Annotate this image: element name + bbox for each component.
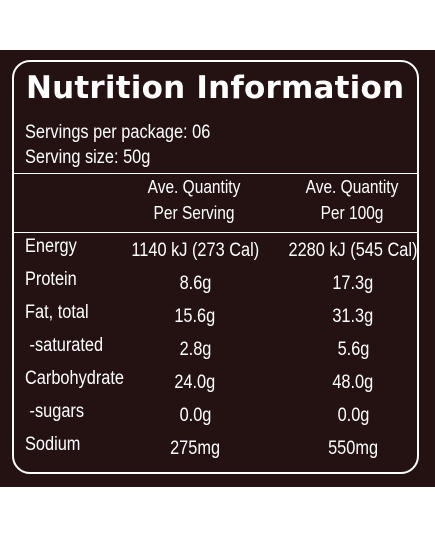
nutrient-name: Energy xyxy=(25,236,77,257)
nutrient-row-saturated: -saturated 2.8g 5.6g xyxy=(14,335,417,367)
nutrition-title: Nutrition Information xyxy=(26,70,405,106)
nutrition-panel: Nutrition Information Servings per packa… xyxy=(0,50,435,487)
column-header-per-100g-line1: Ave. Quantity xyxy=(305,177,399,197)
per-100g-value: 17.3g xyxy=(332,273,374,294)
nutrient-name: Carbohydrate xyxy=(25,368,125,389)
per-serving-value: 15.6g xyxy=(174,306,216,327)
per-100g-value: 31.3g xyxy=(332,306,374,327)
per-serving-value: 2.8g xyxy=(179,339,211,360)
nutrient-row-carbohydrate: Carbohydrate 24.0g 48.0g xyxy=(14,368,417,400)
per-100g-value: 550mg xyxy=(328,438,378,459)
serving-size: Serving size: 50g xyxy=(25,147,151,168)
nutrient-name: Sodium xyxy=(25,434,81,455)
nutrient-name: -sugars xyxy=(25,401,85,422)
per-100g-value: 48.0g xyxy=(332,372,374,393)
column-header-per-100g-line2: Per 100g xyxy=(320,203,384,223)
per-100g-value: 5.6g xyxy=(337,339,369,360)
per-serving-value: 275mg xyxy=(170,438,220,459)
per-serving-value: 8.6g xyxy=(179,273,211,294)
column-header-per-serving: Ave. Quantity Per Serving xyxy=(124,174,264,226)
per-serving-value: 0.0g xyxy=(179,405,211,426)
nutrient-row-energy: Energy 1140 kJ (273 Cal) 2280 kJ (545 Ca… xyxy=(14,236,417,268)
nutrient-name: Fat, total xyxy=(25,302,89,323)
header-divider-top xyxy=(14,173,417,174)
nutrition-label-frame: Nutrition Information Servings per packa… xyxy=(12,60,419,474)
column-header-per-serving-line2: Per Serving xyxy=(153,203,235,223)
per-100g-value: 0.0g xyxy=(337,405,369,426)
nutrient-row-sodium: Sodium 275mg 550mg xyxy=(14,434,417,466)
nutrient-row-fat-total: Fat, total 15.6g 31.3g xyxy=(14,302,417,334)
servings-per-package: Servings per package: 06 xyxy=(25,122,211,143)
nutrient-name: Protein xyxy=(25,269,77,290)
nutrient-name: -saturated xyxy=(25,335,104,356)
per-serving-value: 1140 kJ (273 Cal) xyxy=(131,240,259,261)
per-serving-value: 24.0g xyxy=(174,372,216,393)
column-header-per-100g: Ave. Quantity Per 100g xyxy=(282,174,417,226)
column-header-per-serving-line1: Ave. Quantity xyxy=(147,177,241,197)
nutrient-row-protein: Protein 8.6g 17.3g xyxy=(14,269,417,301)
header-divider-bottom xyxy=(14,232,417,233)
nutrient-row-sugars: -sugars 0.0g 0.0g xyxy=(14,401,417,433)
per-100g-value: 2280 kJ (545 Cal) xyxy=(288,240,418,261)
